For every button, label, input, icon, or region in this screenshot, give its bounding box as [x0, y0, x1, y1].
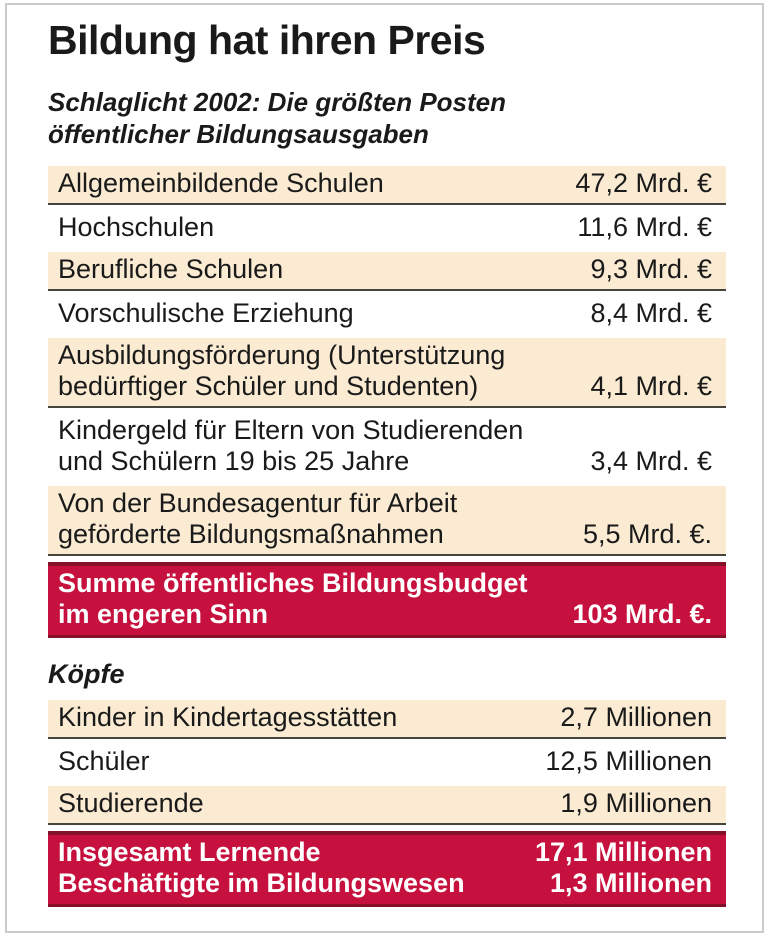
row-label: Kindergeld für Eltern von Studierenden u…	[58, 415, 523, 477]
row-label-line-2: und Schülern 19 bis 25 Jahre	[58, 446, 410, 476]
total-value: 103 Mrd. €.	[572, 599, 712, 629]
row-value: 8,4 Mrd. €	[590, 298, 712, 328]
row-label: Ausbildungsförderung (Unterstützung bedü…	[58, 340, 505, 402]
total-label: Beschäftigte im Bildungswesen	[58, 868, 465, 898]
total-line: Beschäftigte im Bildungswesen 1,3 Millio…	[58, 868, 712, 899]
subtitle-line-1: Schlaglicht 2002: Die größten Posten	[48, 87, 506, 117]
row-label: Von der Bundesagentur für Arbeit geförde…	[58, 488, 457, 550]
total-label-line-2: im engeren Sinn	[58, 599, 269, 629]
row-label: Kinder in Kindertagesstätten	[58, 702, 398, 732]
row-label: Hochschulen	[58, 212, 215, 242]
row-value: 4,1 Mrd. €	[590, 371, 712, 401]
table-row: Von der Bundesagentur für Arbeit geförde…	[48, 486, 726, 556]
total-line: Insgesamt Lernende 17,1 Millionen	[58, 837, 712, 868]
row-value: 9,3 Mrd. €	[590, 254, 712, 284]
total-value: 17,1 Millionen	[534, 837, 712, 867]
heads-table: Kinder in Kindertagesstätten 2,7 Million…	[48, 700, 726, 825]
table-row: Kindergeld für Eltern von Studierenden u…	[48, 413, 726, 481]
row-label-line-1: Von der Bundesagentur für Arbeit	[58, 488, 458, 518]
row-value: 1,9 Millionen	[560, 788, 712, 818]
subtitle: Schlaglicht 2002: Die größten Posten öff…	[48, 86, 726, 150]
row-label-line-1: Kindergeld für Eltern von Studierenden	[58, 415, 524, 445]
total-label: Insgesamt Lernende	[58, 837, 321, 867]
table-row: Allgemeinbildende Schulen 47,2 Mrd. €	[48, 166, 726, 205]
row-value: 11,6 Mrd. €	[577, 212, 712, 242]
subtitle-line-2: öffentlicher Bildungsausgaben	[48, 119, 429, 149]
content-area: Bildung hat ihren Preis Schlaglicht 2002…	[48, 0, 726, 907]
total-label: Summe öffentliches Bildungsbudget im eng…	[58, 568, 528, 630]
table-row: Studierende 1,9 Millionen	[48, 786, 726, 825]
heads-section-heading: Köpfe	[48, 659, 125, 689]
row-label-line-1: Ausbildungsförderung (Unterstützung	[58, 340, 506, 370]
table-row: Hochschulen 11,6 Mrd. €	[48, 210, 726, 247]
row-label: Schüler	[58, 746, 150, 776]
heads-total-banner: Insgesamt Lernende 17,1 Millionen Beschä…	[48, 831, 726, 907]
row-value: 2,7 Millionen	[560, 702, 712, 732]
table-row: Ausbildungsförderung (Unterstützung bedü…	[48, 338, 726, 408]
total-value: 1,3 Millionen	[549, 868, 712, 898]
row-value: 47,2 Mrd. €	[575, 168, 712, 198]
row-label: Allgemeinbildende Schulen	[58, 168, 384, 198]
table-row: Vorschulische Erziehung 8,4 Mrd. €	[48, 296, 726, 333]
expenses-table: Allgemeinbildende Schulen 47,2 Mrd. € Ho…	[48, 166, 726, 556]
row-value: 5,5 Mrd. €.	[582, 519, 712, 549]
total-label-line-1: Summe öffentliches Bildungsbudget	[58, 568, 528, 598]
row-label: Studierende	[58, 788, 204, 818]
page-title: Bildung hat ihren Preis	[48, 17, 486, 63]
table-row: Berufliche Schulen 9,3 Mrd. €	[48, 252, 726, 291]
expenses-total-banner: Summe öffentliches Bildungsbudget im eng…	[48, 562, 726, 638]
row-value: 3,4 Mrd. €	[590, 446, 712, 476]
table-row: Schüler 12,5 Millionen	[48, 744, 726, 781]
row-label: Vorschulische Erziehung	[58, 298, 354, 328]
row-label-line-2: geförderte Bildungsmaßnahmen	[58, 519, 444, 549]
row-label: Berufliche Schulen	[58, 254, 284, 284]
row-label-line-2: bedürftiger Schüler und Studenten)	[58, 371, 479, 401]
table-row: Kinder in Kindertagesstätten 2,7 Million…	[48, 700, 726, 739]
row-value: 12,5 Millionen	[545, 746, 712, 776]
